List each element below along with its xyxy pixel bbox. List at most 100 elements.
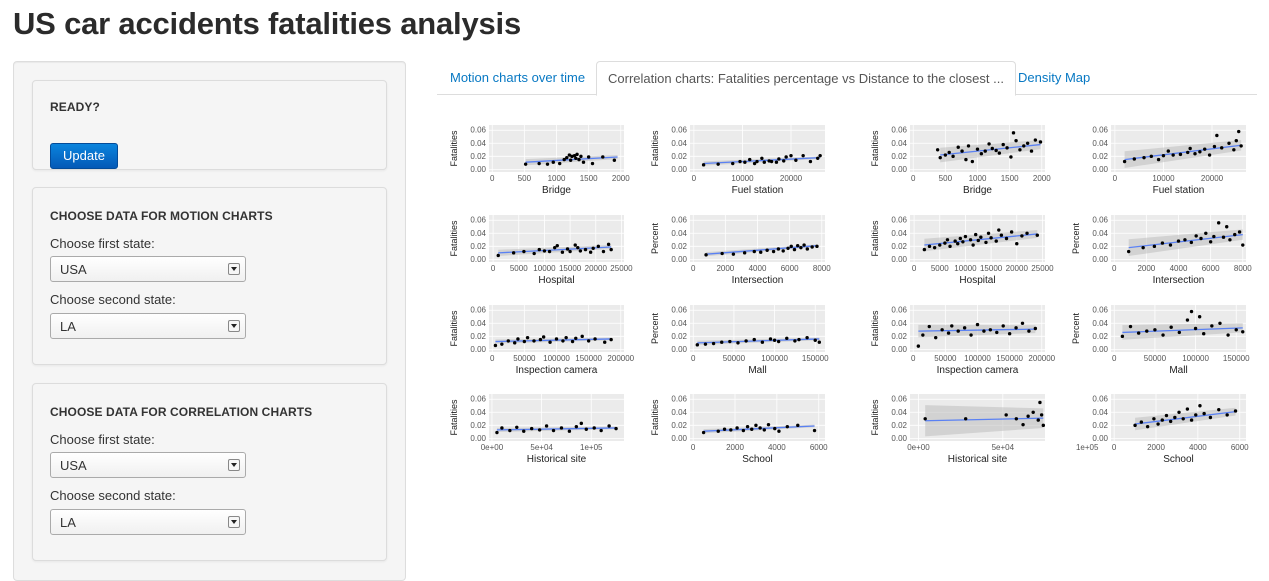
data-point — [603, 340, 607, 344]
motion-second-state-select[interactable]: LA — [50, 313, 246, 339]
data-point — [802, 243, 806, 247]
data-point — [562, 157, 566, 162]
data-point — [1156, 422, 1160, 426]
x-tick-label: 50000 — [723, 354, 746, 363]
y-tick-label: 0.06 — [470, 126, 486, 135]
data-point — [1168, 243, 1173, 247]
correlation-first-state-select[interactable]: USA — [50, 452, 246, 478]
x-tick-label: 1e+05 — [580, 443, 603, 452]
data-point — [538, 337, 543, 342]
x-tick-label: 2000 — [612, 174, 630, 183]
data-point — [703, 342, 708, 346]
confidence-band — [1135, 407, 1236, 431]
tab-motion-charts[interactable]: Motion charts over time — [450, 70, 586, 85]
data-point — [1004, 413, 1008, 417]
x-axis-title: School — [742, 454, 773, 465]
y-tick-label: 0.04 — [1092, 408, 1108, 417]
confidence-band — [918, 324, 1036, 338]
data-point — [736, 341, 740, 345]
data-point — [1038, 400, 1042, 405]
data-point — [614, 426, 618, 431]
x-axis-title: Hospital — [959, 275, 995, 286]
x-tick-label: 0 — [911, 354, 916, 363]
data-point — [796, 423, 800, 428]
data-point — [813, 338, 817, 342]
data-point — [495, 430, 499, 435]
data-point — [581, 160, 586, 164]
x-tick-label: 0 — [912, 264, 917, 273]
data-point — [1128, 324, 1133, 329]
data-point — [956, 242, 960, 246]
y-tick-label: 0.04 — [671, 229, 687, 238]
data-point — [760, 340, 765, 344]
data-point — [1177, 330, 1182, 335]
x-tick-label: 50000 — [934, 354, 957, 363]
confidence-band — [940, 140, 1041, 163]
correlation-second-state-select[interactable]: LA — [50, 509, 246, 535]
data-point — [1153, 328, 1157, 332]
data-point — [982, 329, 986, 333]
data-point — [945, 238, 950, 242]
correlation-first-state-label: Choose first state: — [50, 432, 155, 447]
data-point — [1014, 417, 1019, 421]
tab-correlation-charts[interactable]: Correlation charts: Fatalities percentag… — [596, 61, 1016, 96]
data-point — [1212, 144, 1217, 149]
y-tick-label: 0.00 — [470, 434, 486, 443]
data-point — [1156, 157, 1161, 162]
x-tick-label: 15000 — [980, 264, 1003, 273]
scatter-chart: 0.00 0.02 0.04 0.06 0e+00 5e+04 1e+05 Historica… — [870, 394, 1099, 465]
tab-density-map[interactable]: Density Map — [1018, 70, 1091, 85]
data-point — [568, 158, 573, 162]
regression-line — [525, 156, 618, 163]
x-tick-label: 150000 — [575, 354, 602, 363]
data-point — [1133, 423, 1137, 428]
confidence-band — [495, 337, 612, 344]
y-tick-label: 0.00 — [470, 345, 486, 354]
data-point — [988, 328, 993, 332]
data-point — [1142, 155, 1146, 160]
y-axis-title: Percent — [650, 312, 660, 344]
data-point — [1237, 129, 1241, 134]
data-point — [568, 249, 572, 254]
data-point — [960, 149, 964, 153]
data-point — [752, 249, 756, 254]
data-point — [1216, 221, 1221, 225]
data-point — [522, 249, 526, 254]
y-tick-label: 0.06 — [891, 306, 907, 315]
data-point — [1215, 133, 1219, 138]
data-point — [1185, 407, 1190, 411]
x-tick-label: 8000 — [1234, 264, 1252, 273]
data-point — [1036, 418, 1040, 422]
scatter-chart: 0.00 0.02 0.04 0.06 0 2000 4000 6000 School — [1092, 394, 1249, 465]
data-point — [999, 233, 1004, 237]
plot-panel — [690, 125, 825, 172]
data-point — [716, 429, 720, 433]
x-axis-title: Historical site — [948, 454, 1008, 465]
x-tick-label: 150000 — [802, 354, 829, 363]
data-point — [1202, 411, 1206, 416]
data-point — [946, 331, 951, 335]
x-tick-label: 5e+04 — [992, 443, 1015, 452]
confidence-band — [496, 426, 617, 432]
data-point — [755, 159, 759, 164]
data-point — [768, 337, 773, 341]
y-tick-label: 0.04 — [1092, 319, 1108, 328]
data-point — [576, 245, 580, 250]
plot-panel — [1111, 215, 1246, 262]
correlation-heading: CHOOSE DATA FOR CORRELATION CHARTS — [50, 405, 313, 419]
y-tick-label: 0.06 — [891, 395, 907, 404]
motion-first-state-select[interactable]: USA — [50, 256, 246, 282]
data-point — [997, 228, 1001, 232]
data-point — [1020, 234, 1024, 238]
data-point — [1189, 309, 1194, 314]
data-point — [1168, 419, 1173, 424]
y-tick-label: 0.02 — [470, 332, 486, 341]
data-point — [1015, 242, 1019, 246]
y-axis-title: Percent — [650, 222, 660, 254]
data-point — [579, 421, 584, 426]
data-point — [729, 428, 733, 432]
update-button[interactable]: Update — [50, 143, 118, 169]
x-tick-label: 0e+00 — [481, 443, 504, 452]
data-point — [1208, 240, 1213, 244]
data-point — [966, 144, 971, 148]
